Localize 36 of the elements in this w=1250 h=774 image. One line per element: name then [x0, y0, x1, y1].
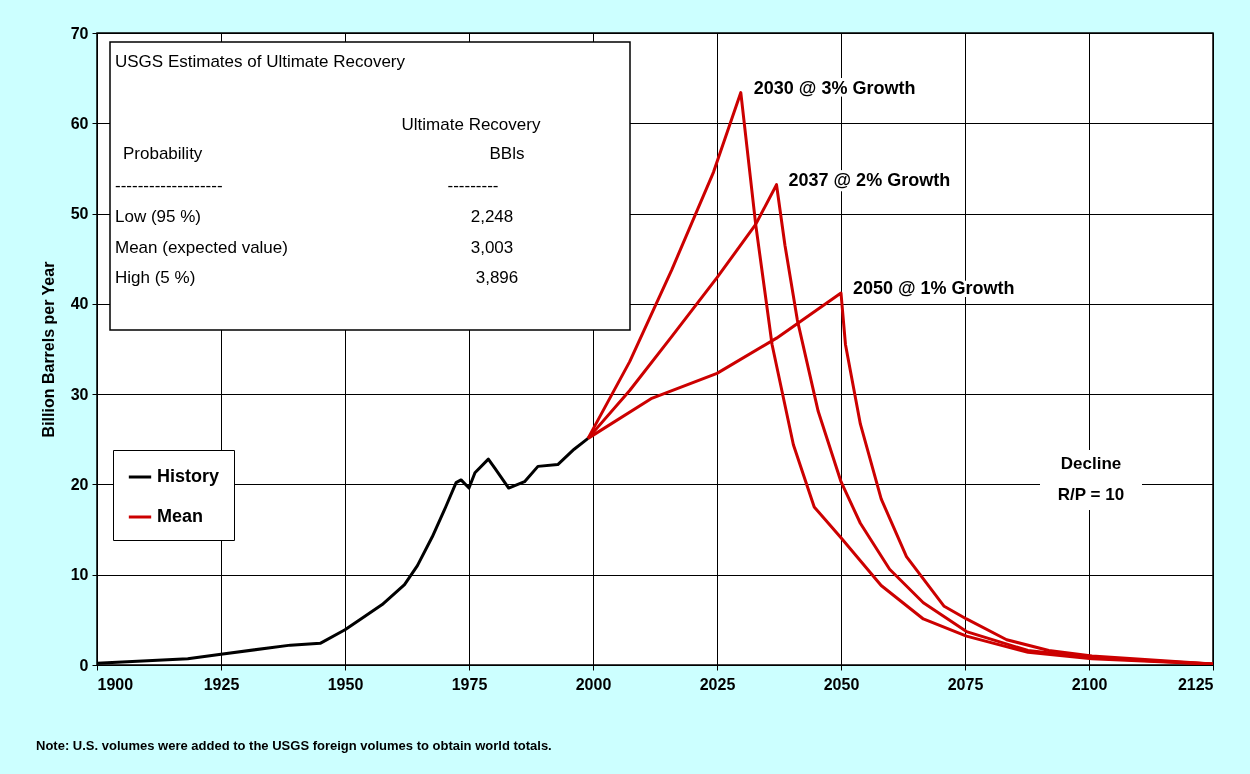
- y-tick-label: 40: [70, 295, 89, 313]
- x-tick-label: 1975: [451, 675, 488, 693]
- annotation: Mean (expected value): [115, 238, 288, 257]
- x-tick-label: 2025: [699, 675, 736, 693]
- x-tick-label: 2050: [823, 675, 860, 693]
- annotation: BBls: [489, 144, 525, 163]
- text: Note: U.S. volumes were added to the USGS foreign volumes to obtain world totals.: [36, 738, 552, 753]
- annotation: Probability: [123, 144, 203, 163]
- x-tick-label: 2125: [1177, 675, 1214, 693]
- annotation: Low (95 %): [115, 207, 201, 226]
- annotation: -------------------: [115, 176, 223, 195]
- annotation: ---------: [447, 176, 499, 195]
- y-tick-label: 0: [79, 656, 89, 674]
- y-tick-label: 20: [70, 475, 89, 493]
- y-tick-label: 50: [70, 205, 89, 223]
- annotation: USGS Estimates of Ultimate Recovery: [115, 52, 406, 71]
- legend-label: Mean: [157, 506, 204, 526]
- y-tick-label: 70: [70, 24, 89, 42]
- y-tick-label: 30: [70, 385, 89, 403]
- x-tick-label: 2100: [1071, 675, 1108, 693]
- annotation: R/P = 10: [1057, 485, 1125, 504]
- x-tick-label: 2075: [947, 675, 984, 693]
- annotation: 3,003: [470, 238, 514, 257]
- y-axis-title: Billion Barrels per Year: [39, 261, 57, 438]
- annotation: 3,896: [475, 268, 519, 287]
- x-tick-label: 1950: [327, 675, 364, 693]
- x-tick-label: 1925: [203, 675, 240, 693]
- legend-label: History: [157, 466, 220, 486]
- annotation: Ultimate Recovery: [401, 115, 541, 134]
- y-tick-label: 60: [70, 114, 89, 132]
- annotation: 2,248: [470, 207, 514, 226]
- y-tick-label: 10: [70, 566, 89, 584]
- annotation: High (5 %): [115, 268, 196, 287]
- annotation: Decline: [1060, 454, 1122, 473]
- x-tick-label: 2000: [575, 675, 612, 693]
- x-tick-label: 1900: [97, 675, 134, 693]
